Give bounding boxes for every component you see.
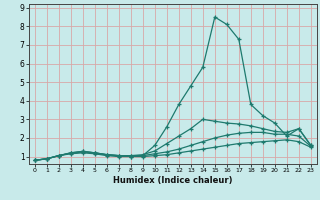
X-axis label: Humidex (Indice chaleur): Humidex (Indice chaleur) [113, 176, 233, 185]
